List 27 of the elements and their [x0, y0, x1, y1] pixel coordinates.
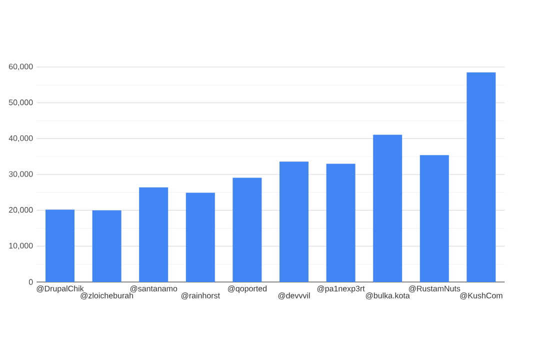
y-tick-label: 60,000 — [9, 64, 33, 70]
bar — [466, 72, 496, 282]
y-tick-label: 20,000 — [9, 207, 33, 214]
x-tick-label: @santanamo — [130, 286, 178, 292]
x-tick-label: @pa1nexp3rt — [317, 286, 365, 293]
bar — [186, 192, 215, 282]
bar — [279, 162, 309, 282]
bar — [420, 155, 449, 282]
x-tick-label: @rainhorst — [181, 292, 220, 300]
bar — [139, 187, 168, 282]
y-tick-label: 10,000 — [9, 242, 33, 250]
bar — [92, 210, 122, 282]
bar — [373, 134, 402, 282]
x-tick-label: @RustamNuts — [408, 286, 460, 292]
bar — [232, 178, 262, 282]
bar — [46, 210, 75, 282]
bar — [326, 164, 356, 282]
x-tick-label: @qoported — [228, 286, 267, 293]
x-tick-label: @bulka.kota — [366, 292, 410, 300]
y-tick-label: 30,000 — [8, 171, 33, 178]
y-tick-label: 40,000 — [8, 135, 33, 142]
x-tick-label: @KushCom — [460, 292, 502, 300]
y-tick-label: 0 — [28, 279, 33, 285]
x-tick-label: @devvvil — [278, 292, 310, 300]
x-tick-label: @DrupalChik — [36, 286, 84, 293]
y-tick-label: 50,000 — [8, 100, 33, 106]
x-tick-label: @zloicheburah — [80, 292, 134, 300]
